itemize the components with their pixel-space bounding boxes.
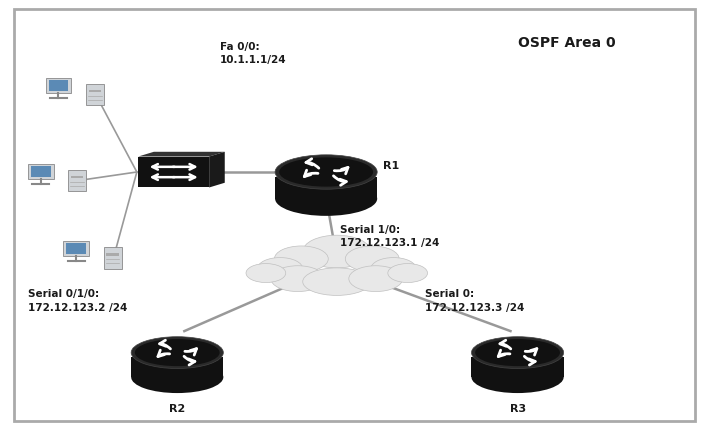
Bar	[89, 90, 101, 92]
Ellipse shape	[135, 339, 220, 366]
Polygon shape	[138, 157, 209, 187]
Text: Serial 0:
172.12.123.3 /24: Serial 0: 172.12.123.3 /24	[425, 289, 525, 313]
Bar	[28, 164, 54, 179]
Ellipse shape	[471, 337, 564, 369]
Ellipse shape	[271, 266, 325, 292]
Bar	[86, 84, 104, 105]
Bar	[106, 253, 118, 256]
Bar	[45, 78, 71, 93]
Ellipse shape	[303, 268, 371, 295]
Ellipse shape	[275, 155, 377, 189]
Bar	[275, 177, 377, 199]
Ellipse shape	[345, 246, 399, 272]
Bar	[131, 357, 223, 377]
Bar	[68, 170, 86, 191]
Text: R2: R2	[169, 403, 185, 414]
Ellipse shape	[471, 361, 564, 393]
Bar	[64, 241, 89, 256]
Ellipse shape	[131, 337, 223, 369]
Ellipse shape	[274, 246, 328, 272]
Polygon shape	[138, 152, 225, 157]
Ellipse shape	[349, 266, 403, 292]
Text: R1: R1	[383, 160, 399, 171]
Ellipse shape	[279, 157, 373, 187]
Ellipse shape	[303, 235, 371, 268]
Text: R3: R3	[510, 403, 525, 414]
Polygon shape	[209, 152, 225, 187]
Ellipse shape	[246, 264, 286, 283]
Text: Serial 1/0:
172.12.123.1 /24: Serial 1/0: 172.12.123.1 /24	[340, 225, 440, 248]
Ellipse shape	[475, 339, 560, 366]
Ellipse shape	[275, 181, 377, 216]
Ellipse shape	[257, 258, 303, 280]
Text: Fa 0/0:
10.1.1.1/24: Fa 0/0: 10.1.1.1/24	[220, 42, 286, 65]
Bar	[471, 357, 564, 377]
Text: OSPF Area 0: OSPF Area 0	[518, 36, 616, 50]
Bar	[71, 176, 83, 178]
Bar	[48, 80, 68, 91]
Ellipse shape	[371, 258, 416, 280]
Ellipse shape	[131, 361, 223, 393]
Text: Serial 0/1/0:
172.12.123.2 /24: Serial 0/1/0: 172.12.123.2 /24	[28, 289, 128, 313]
Bar	[104, 247, 121, 269]
Bar	[31, 166, 51, 177]
Ellipse shape	[388, 264, 428, 283]
Bar	[67, 243, 86, 255]
